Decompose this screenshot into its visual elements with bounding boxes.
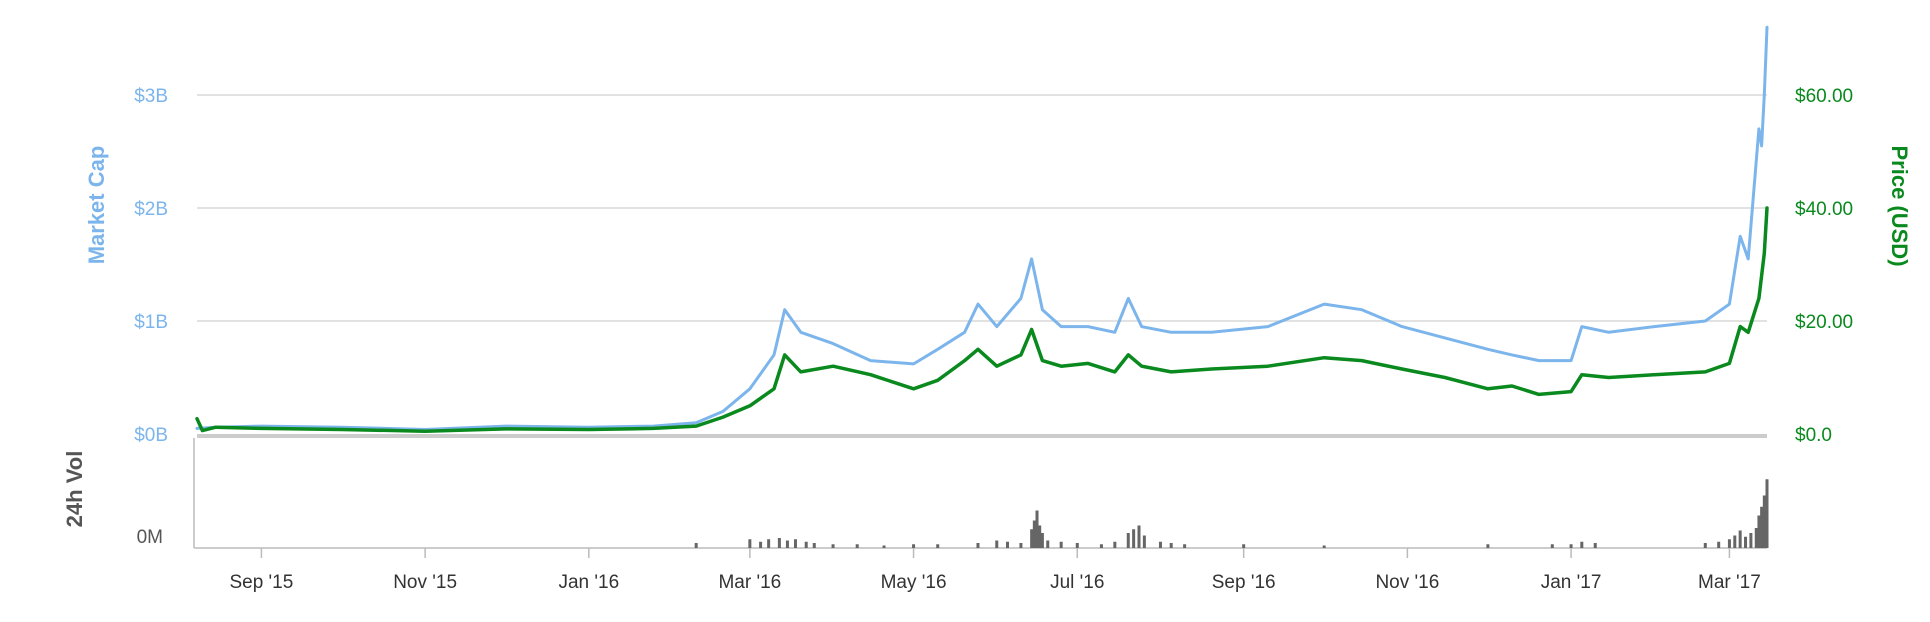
volume-axis-title: 24h Vol xyxy=(62,451,87,528)
volume-bar xyxy=(995,540,999,548)
x-tick-label: Jul '16 xyxy=(1050,572,1104,593)
volume-bar xyxy=(1733,535,1737,548)
market-cap-tick-label: $1B xyxy=(134,312,168,333)
grid-lines xyxy=(197,94,1767,438)
x-tick-label: May '16 xyxy=(881,572,947,593)
volume-bar xyxy=(1717,541,1721,548)
volume-bar xyxy=(1322,545,1326,548)
x-tick-label: Jan '16 xyxy=(558,572,619,593)
price-tick-label: $60.00 xyxy=(1795,86,1853,107)
volume-bar xyxy=(1005,541,1009,548)
volume-bar xyxy=(1762,495,1766,548)
volume-tick-label: 0M xyxy=(137,527,163,548)
volume-bar xyxy=(1183,544,1187,548)
x-axis: Sep '15 Nov '15 Jan '16 Mar '16 May '16 Jul '… xyxy=(229,548,1761,593)
volume-bar xyxy=(1754,528,1758,548)
volume-bar xyxy=(1158,541,1162,548)
volume-bar xyxy=(1032,520,1036,548)
volume-bar xyxy=(812,543,816,548)
volume-bar xyxy=(1126,533,1130,548)
volume-bar xyxy=(1169,543,1173,548)
volume-panel: 0M xyxy=(137,438,1769,549)
volume-bar xyxy=(1486,544,1490,548)
volume-bar xyxy=(1765,479,1769,548)
volume-bar xyxy=(1569,544,1573,548)
price-tick-label: $40.00 xyxy=(1795,199,1853,220)
price-tick-label: $0.0 xyxy=(1795,425,1832,446)
volume-bar xyxy=(976,543,980,548)
volume-bar xyxy=(748,539,752,548)
volume-bar xyxy=(1242,544,1246,548)
volume-bar xyxy=(1059,541,1063,548)
volume-bar xyxy=(1550,544,1554,548)
x-tick-label: Nov '15 xyxy=(393,572,457,593)
price-tick-label: $20.00 xyxy=(1795,312,1853,333)
volume-bar xyxy=(804,541,808,548)
volume-bar xyxy=(1749,533,1753,548)
volume-bar xyxy=(1744,536,1748,548)
price-line xyxy=(195,206,1769,433)
market-cap-axis-title: Market Cap xyxy=(84,146,109,265)
volume-bar xyxy=(1075,543,1079,548)
volume-bar xyxy=(767,539,771,548)
volume-bar xyxy=(831,544,835,548)
volume-bar xyxy=(1703,543,1707,548)
market-cap-line xyxy=(195,25,1769,431)
volume-bar xyxy=(1099,544,1103,548)
volume-bar xyxy=(785,540,789,548)
market-cap-tick-label: $3B xyxy=(134,86,168,107)
volume-bar xyxy=(1046,540,1050,548)
market-cap-axis: $0B $1B $2B $3B xyxy=(134,86,168,446)
volume-bar xyxy=(936,544,940,548)
volume-bar xyxy=(1113,541,1117,548)
volume-bar xyxy=(1142,535,1146,548)
volume-bar xyxy=(1040,533,1044,548)
x-tick-label: Sep '16 xyxy=(1212,572,1276,593)
volume-bar xyxy=(1132,529,1136,548)
x-tick-label: Jan '17 xyxy=(1541,572,1602,593)
market-cap-tick-label: $2B xyxy=(134,199,168,220)
volume-bar xyxy=(1760,506,1764,548)
volume-bar xyxy=(1019,543,1023,548)
volume-bar xyxy=(1738,530,1742,548)
volume-bar xyxy=(793,539,797,548)
volume-bar xyxy=(1030,529,1034,548)
volume-bar xyxy=(694,543,698,548)
volume-bar xyxy=(1757,515,1761,548)
x-tick-label: Mar '17 xyxy=(1698,572,1761,593)
series-lines xyxy=(195,25,1769,433)
volume-bar xyxy=(1593,543,1597,548)
volume-bar xyxy=(1137,525,1141,548)
volume-bar xyxy=(759,541,763,548)
volume-bar xyxy=(855,544,859,548)
volume-bar xyxy=(777,538,781,548)
x-tick-label: Sep '15 xyxy=(229,572,293,593)
price-axis-title: Price (USD) xyxy=(1887,145,1912,266)
volume-bar xyxy=(1580,541,1584,548)
x-tick-label: Mar '16 xyxy=(718,572,781,593)
volume-bar xyxy=(912,544,916,548)
volume-bar xyxy=(1038,525,1042,548)
volume-bar xyxy=(1727,539,1731,548)
volume-bar xyxy=(882,545,886,548)
price-axis: $0.0 $20.00 $40.00 $60.00 xyxy=(1795,86,1853,446)
market-cap-tick-label: $0B xyxy=(134,425,168,446)
x-tick-label: Nov '16 xyxy=(1375,572,1439,593)
volume-bar xyxy=(1035,510,1039,548)
